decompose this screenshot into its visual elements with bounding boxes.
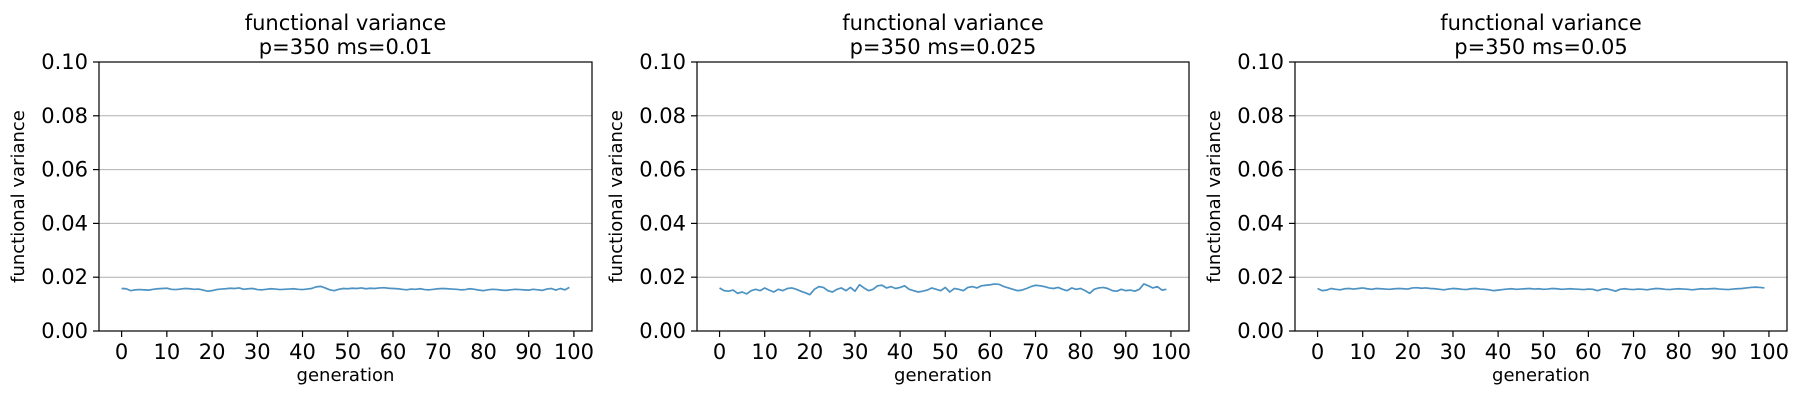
subplot-2: 0.00 0.02 0.04 0.06 0.08 0.10 0 10 20 30 40 50 60 70 8… <box>606 11 1191 386</box>
x-tick-label: 20 <box>199 340 226 364</box>
x-tick-label: 90 <box>1710 340 1737 364</box>
chart-title-line1: functional variance <box>1440 11 1642 35</box>
chart-title-line1: functional variance <box>842 11 1044 35</box>
x-tick-label: 30 <box>1440 340 1467 364</box>
y-tick-label: 0.00 <box>639 319 686 343</box>
y-tick-label: 0.02 <box>41 265 88 289</box>
x-tick-label: 40 <box>887 340 914 364</box>
x-tick-label: 40 <box>1485 340 1512 364</box>
x-tick-label: 10 <box>153 340 180 364</box>
x-tick-label: 0 <box>115 340 128 364</box>
series-line <box>1317 286 1765 293</box>
y-tick-label: 0.08 <box>1237 104 1284 128</box>
x-tick-label: 50 <box>1530 340 1557 364</box>
x-tick-label: 100 <box>554 340 594 364</box>
x-tick-label: 10 <box>1349 340 1376 364</box>
x-tick-label: 40 <box>289 340 316 364</box>
plot-frame <box>696 61 1190 332</box>
y-axis-label: functional variance <box>1204 110 1225 283</box>
x-tick-label: 0 <box>1311 340 1324 364</box>
chart-title-line2: p=350 ms=0.05 <box>1454 35 1627 59</box>
x-axis-label: generation <box>894 365 992 386</box>
y-tick-label: 0.06 <box>41 158 88 182</box>
y-tick-label: 0.04 <box>41 211 88 235</box>
x-tick-label: 10 <box>751 340 778 364</box>
x-tick-label: 70 <box>1022 340 1049 364</box>
x-tick-label: 0 <box>713 340 726 364</box>
x-tick-label: 30 <box>244 340 271 364</box>
x-tick-label: 80 <box>470 340 497 364</box>
x-tick-label: 30 <box>842 340 869 364</box>
x-tick-label: 70 <box>425 340 452 364</box>
x-tick-label: 50 <box>932 340 959 364</box>
y-tick-label: 0.00 <box>41 319 88 343</box>
y-tick-label: 0.06 <box>639 158 686 182</box>
x-tick-label: 100 <box>1749 340 1789 364</box>
y-tick-label: 0.00 <box>1237 319 1284 343</box>
y-tick-label: 0.04 <box>639 211 686 235</box>
x-axis-label: generation <box>1492 365 1590 386</box>
y-tick-label: 0.10 <box>41 50 88 74</box>
x-tick-label: 60 <box>380 340 407 364</box>
y-tick-label: 0.02 <box>1237 265 1284 289</box>
y-tick-label: 0.10 <box>1237 50 1284 74</box>
x-tick-label: 100 <box>1151 340 1191 364</box>
y-tick-label: 0.06 <box>1237 158 1284 182</box>
y-axis-label: functional variance <box>606 110 627 283</box>
x-tick-label: 60 <box>1575 340 1602 364</box>
chart-title-line1: functional variance <box>245 11 447 35</box>
x-tick-label: 20 <box>796 340 823 364</box>
subplot-1: 0.00 0.02 0.04 0.06 0.08 0.10 0 10 20 30 40 50 60 70 8… <box>8 11 594 386</box>
y-axis-label: functional variance <box>8 110 29 283</box>
x-tick-label: 90 <box>515 340 542 364</box>
series-line <box>121 285 570 293</box>
x-tick-label: 70 <box>1620 340 1647 364</box>
plot-frame <box>1294 61 1788 332</box>
y-tick-label: 0.04 <box>1237 211 1284 235</box>
y-tick-label: 0.08 <box>639 104 686 128</box>
x-tick-label: 80 <box>1665 340 1692 364</box>
x-tick-label: 90 <box>1112 340 1139 364</box>
x-tick-label: 60 <box>977 340 1004 364</box>
y-tick-label: 0.10 <box>639 50 686 74</box>
y-tick-label: 0.02 <box>639 265 686 289</box>
x-axis-label: generation <box>297 365 395 386</box>
series-line <box>719 283 1167 296</box>
y-tick-label: 0.08 <box>41 104 88 128</box>
x-tick-label: 50 <box>334 340 361 364</box>
x-tick-label: 80 <box>1067 340 1094 364</box>
x-tick-label: 20 <box>1394 340 1421 364</box>
chart-title-line2: p=350 ms=0.025 <box>850 35 1037 59</box>
plot-frame <box>98 61 593 332</box>
subplot-3: 0.00 0.02 0.04 0.06 0.08 0.10 0 10 20 30 40 50 60 70 8… <box>1204 11 1789 386</box>
chart-title-line2: p=350 ms=0.01 <box>259 35 432 59</box>
